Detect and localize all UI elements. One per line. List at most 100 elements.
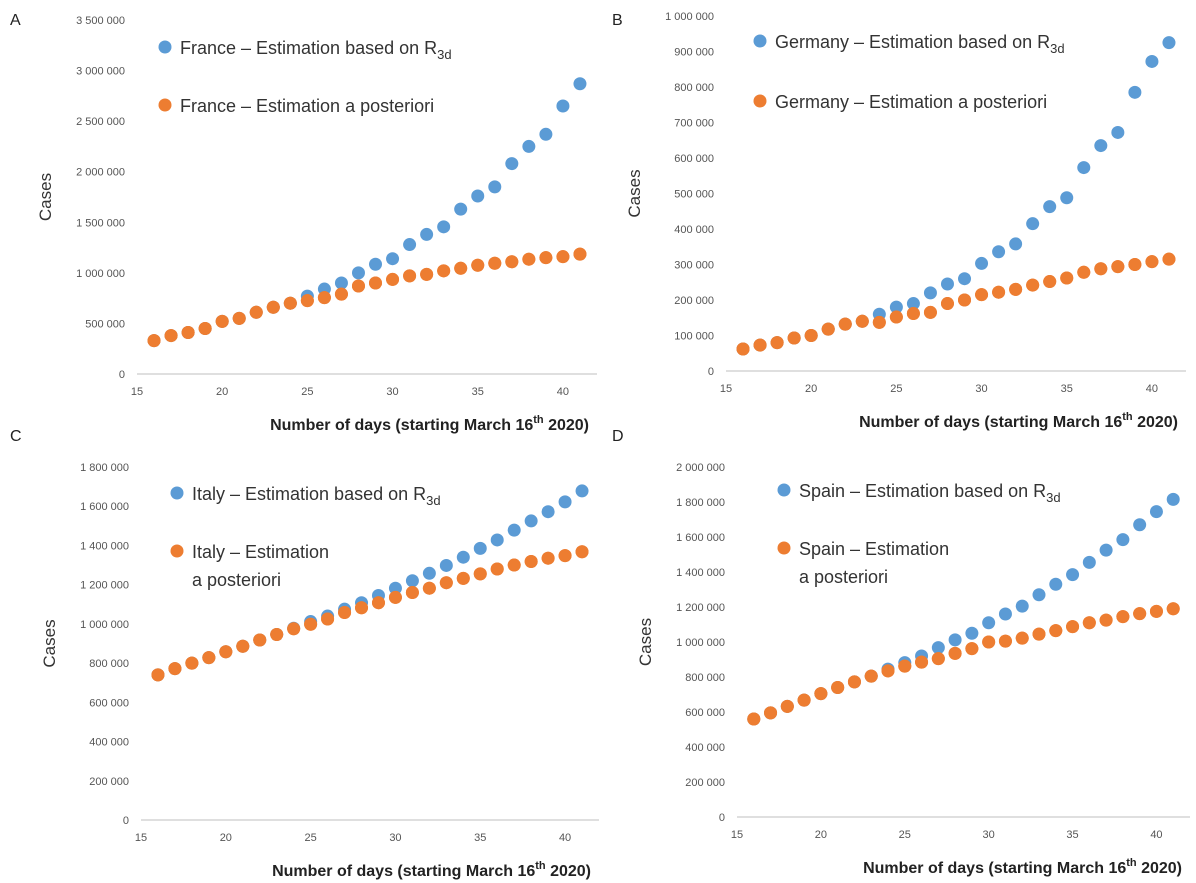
data-point xyxy=(388,590,402,604)
data-point xyxy=(1043,200,1057,214)
data-point xyxy=(198,321,212,335)
data-point xyxy=(1066,620,1080,634)
data-point xyxy=(164,329,178,343)
y-axis-title: Cases xyxy=(625,169,644,217)
data-point xyxy=(1162,252,1176,266)
y-tick-label: 1 200 000 xyxy=(80,580,129,592)
data-point xyxy=(439,576,453,590)
data-point xyxy=(371,596,385,610)
x-tick-label: 25 xyxy=(305,832,317,844)
data-point xyxy=(1149,604,1163,618)
data-point xyxy=(575,545,589,559)
y-tick-label: 400 000 xyxy=(685,742,725,754)
legend-marker xyxy=(777,541,791,555)
legend-label: Spain – Estimation xyxy=(799,539,949,559)
data-point xyxy=(541,505,555,519)
data-point xyxy=(1094,139,1108,153)
y-tick-label: 700 000 xyxy=(674,118,714,130)
data-point xyxy=(249,305,263,319)
data-point xyxy=(420,227,434,241)
data-point xyxy=(185,656,199,670)
data-point xyxy=(982,616,996,630)
y-tick-label: 1 600 000 xyxy=(80,501,129,513)
data-point xyxy=(1049,577,1063,591)
data-point xyxy=(573,77,587,91)
x-tick-label: 40 xyxy=(559,832,571,844)
y-tick-label: 400 000 xyxy=(89,737,129,749)
data-point xyxy=(181,326,195,340)
data-point xyxy=(488,256,502,270)
y-axis-title: Cases xyxy=(636,618,655,666)
data-point xyxy=(522,139,536,153)
panel-letter: B xyxy=(612,12,623,29)
data-point xyxy=(998,634,1012,648)
data-point xyxy=(490,533,504,547)
data-point xyxy=(573,247,587,261)
x-tick-label: 25 xyxy=(899,829,911,841)
x-tick-label: 20 xyxy=(216,386,228,398)
data-point xyxy=(202,651,216,665)
y-tick-label: 200 000 xyxy=(685,777,725,789)
data-point xyxy=(982,635,996,649)
data-point xyxy=(454,202,468,216)
panel-letter: A xyxy=(10,12,21,29)
data-point xyxy=(369,257,383,271)
data-point xyxy=(168,662,182,676)
data-point xyxy=(317,291,331,305)
data-point xyxy=(1128,85,1142,99)
y-tick-label: 100 000 xyxy=(674,331,714,343)
y-tick-label: 1 000 000 xyxy=(665,11,714,23)
data-point xyxy=(236,639,250,653)
data-point xyxy=(270,627,284,641)
x-tick-label: 20 xyxy=(220,832,232,844)
data-point xyxy=(940,277,954,291)
y-tick-label: 2 000 000 xyxy=(676,462,725,474)
legend-label-line2: a posteriori xyxy=(799,567,888,587)
x-tick-label: 25 xyxy=(301,386,313,398)
y-tick-label: 200 000 xyxy=(674,295,714,307)
y-tick-label: 800 000 xyxy=(674,82,714,94)
data-point xyxy=(539,251,553,265)
data-point xyxy=(151,668,165,682)
x-tick-label: 40 xyxy=(557,386,569,398)
legend-marker xyxy=(753,34,767,48)
data-point xyxy=(471,189,485,203)
data-point xyxy=(923,305,937,319)
data-point xyxy=(1077,161,1091,175)
data-point xyxy=(539,127,553,141)
data-point xyxy=(232,311,246,325)
x-axis-title: Number of days (starting March 16th 2020… xyxy=(270,414,589,434)
legend-marker xyxy=(170,486,184,500)
data-point xyxy=(864,669,878,683)
data-point xyxy=(787,331,801,345)
data-point xyxy=(473,541,487,555)
data-point xyxy=(1162,36,1176,50)
y-tick-label: 500 000 xyxy=(85,318,125,330)
data-point xyxy=(351,266,365,280)
data-point xyxy=(831,681,845,694)
data-point xyxy=(881,664,895,678)
data-point xyxy=(780,699,794,713)
legend-label: Spain – Estimation based on R3d xyxy=(799,481,1061,505)
panel-letter: D xyxy=(612,428,624,445)
legend-label-line2: a posteriori xyxy=(192,570,281,590)
data-point xyxy=(439,558,453,572)
x-tick-label: 30 xyxy=(386,386,398,398)
data-point xyxy=(958,272,972,286)
data-point xyxy=(855,314,869,328)
data-point xyxy=(405,574,419,588)
y-tick-label: 1 000 000 xyxy=(80,619,129,631)
data-point xyxy=(1145,255,1159,269)
data-point xyxy=(490,562,504,576)
data-point xyxy=(505,255,519,269)
legend-marker xyxy=(753,94,767,108)
data-point xyxy=(386,272,400,286)
data-point xyxy=(1066,568,1080,582)
legend-label: Germany – Estimation based on R3d xyxy=(775,32,1065,56)
data-point xyxy=(507,523,521,537)
data-point xyxy=(422,581,436,595)
data-point xyxy=(889,310,903,324)
data-point xyxy=(1099,543,1113,557)
